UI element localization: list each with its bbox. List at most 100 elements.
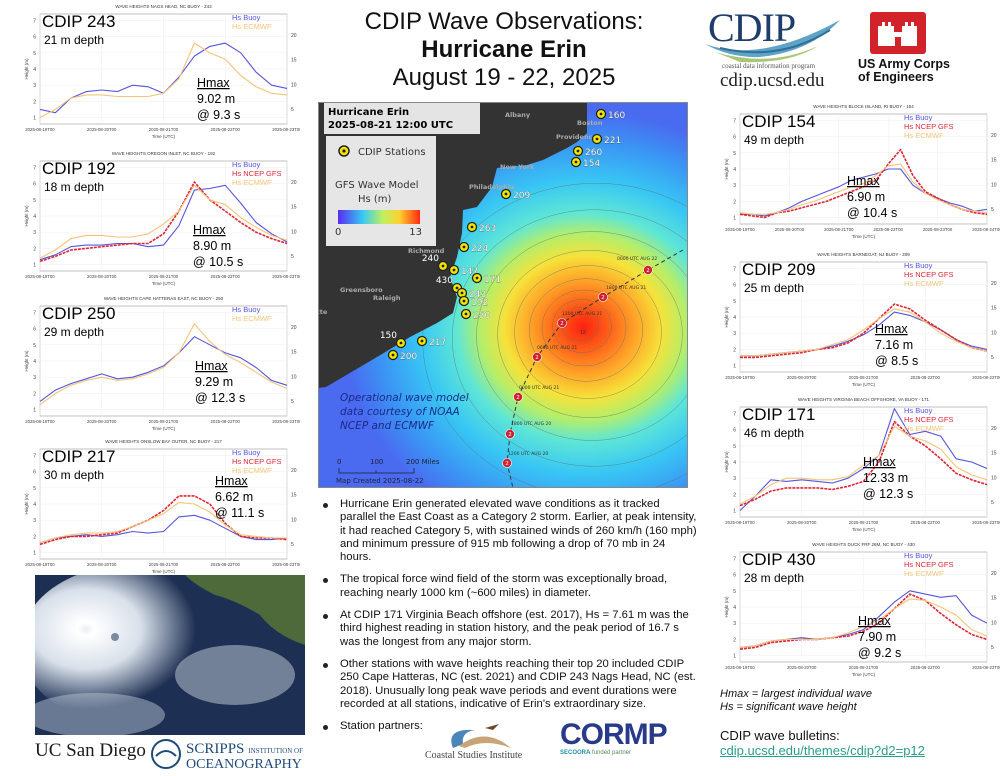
scripps-name: SCRIPPS INSTITUTION OF OCEANOGRAPHY (186, 740, 303, 776)
hmax-label: Hmax (193, 223, 226, 237)
x-tick-label: 2025-08-21T00 (149, 562, 179, 567)
cdip-wordmark: CDIP (708, 5, 796, 50)
y-tick-label: 1 (33, 263, 36, 269)
y-tick-label: 6 (33, 470, 36, 476)
station-marker-150[interactable]: 150 (380, 331, 407, 349)
y-right-tick-label: 5 (291, 254, 294, 260)
y-tick-label: 1 (33, 116, 36, 122)
station-marker-250[interactable]: 250 (460, 308, 491, 322)
track-time-label: 0000 UTC AUG 21 (519, 385, 559, 391)
legend-entry: Hs ECMWF (232, 22, 272, 31)
x-tick-label: 2025-08-20T00 (87, 274, 117, 279)
y-tick-label: 2 (33, 99, 36, 105)
x-tick-label: 2025-08-22T00 (911, 665, 941, 670)
wave-contour (529, 278, 643, 382)
y-right-tick-label: 10 (291, 517, 297, 523)
chart-title: WAVE HEIGHTS NAGS HEAD, NC BUOY - 243 (115, 4, 212, 9)
cdip-tagline: coastal data information program (722, 62, 816, 70)
x-tick-label: 2025-08-23T00 (923, 227, 953, 232)
track-time-label: 0000 UTC AUG 22 (617, 256, 657, 262)
x-tick-label: 2025-08-20T00 (787, 375, 817, 380)
y-tick-label: 2 (733, 199, 736, 205)
colorbar-min: 0 (335, 227, 341, 238)
bulletins-link[interactable]: cdip.ucsd.edu/themes/cdip?d2=p12 (720, 743, 925, 758)
city-label: New York (500, 163, 535, 171)
station-label: CDIP 217 (42, 447, 115, 466)
cdip-url: cdip.ucsd.edu (720, 70, 825, 91)
y-tick-label: 2 (733, 637, 736, 643)
y-tick-label: 1 (733, 654, 736, 660)
x-tick-label: 2025-08-21T00 (849, 520, 879, 525)
hmax-period: @ 12.3 s (863, 487, 913, 501)
y-tick-label: 3 (33, 83, 36, 89)
station-label: CDIP 171 (742, 405, 815, 424)
y-right-tick-label: 20 (291, 33, 297, 39)
legend-entry: Hs ECMWF (232, 466, 272, 475)
hmax-definition: Hmax = largest individual wave (720, 688, 872, 700)
station-marker-154[interactable]: 154 (570, 156, 601, 170)
station-id-label: 250 (473, 311, 490, 321)
y-tick-label: 2 (733, 492, 736, 498)
station-marker-192[interactable]: 192 (458, 295, 489, 309)
x-tick-label: 2025-08-22T00 (211, 274, 241, 279)
series-line-hs-buoy (39, 184, 288, 261)
y-right-tick-label: 5 (291, 399, 294, 405)
series-line-hs-ecmwf (739, 163, 988, 215)
y-right-tick-label: 20 (991, 571, 997, 577)
station-marker-224[interactable]: 224 (458, 241, 489, 255)
hurricane-position-icon (557, 318, 567, 328)
station-id-label: 217 (429, 338, 446, 348)
wave-height-chart: WAVE HEIGHTS OREGON INLET, NC BUOY - 192… (24, 151, 300, 286)
y-axis-label: Height (m) (24, 350, 29, 372)
wave-height-chart: WAVE HEIGHTS BARNEGAT, NJ BUOY - 209 1 2 3 4… (724, 252, 1000, 387)
x-tick-label: 2025-08-23T00 (972, 665, 1000, 670)
legend-entry: Hs Buoy (904, 113, 933, 122)
hs-definition: Hs = significant wave height (720, 701, 857, 713)
station-marker-217[interactable]: 217 (416, 335, 447, 349)
y-tick-label: 5 (33, 198, 36, 204)
x-tick-label: 2025-08-23T00 (972, 520, 1000, 525)
legend-entry: Hs Buoy (232, 305, 261, 314)
station-marker-171[interactable]: 171 (471, 272, 502, 286)
y-tick-label: 3 (33, 230, 36, 236)
legend-entry: Hs Buoy (904, 406, 933, 415)
station-label: CDIP 243 (42, 12, 115, 31)
chart-cdip-209: WAVE HEIGHTS BARNEGAT, NJ BUOY - 209 1 2 3 4… (700, 248, 1000, 393)
data-credit: Operational wave model data courtesy of … (340, 392, 469, 432)
station-marker-221[interactable]: 221 (591, 133, 622, 147)
station-marker-160[interactable]: 160 (595, 108, 626, 122)
legend-entry: Hs Buoy (904, 551, 933, 560)
station-marker-240[interactable]: 240 (422, 254, 449, 272)
station-id-label: 147 (461, 267, 478, 277)
y-tick-label: 7 (33, 165, 36, 171)
wave-contour (541, 289, 627, 367)
y-tick-label: 3 (733, 331, 736, 337)
x-tick-label: 2025-08-22T00 (874, 227, 904, 232)
station-marker-260[interactable]: 260 (572, 145, 603, 159)
y-right-tick-label: 15 (991, 306, 997, 312)
hmax-label: Hmax (215, 474, 248, 488)
station-id-label: 209 (513, 191, 530, 201)
legend-entry: Hs NCEP GFS (904, 122, 953, 131)
usace-line-2: of Engineers (858, 70, 934, 84)
x-tick-label: 2025-08-20T00 (787, 665, 817, 670)
y-tick-label: 6 (733, 573, 736, 579)
station-marker-147[interactable]: 147 (448, 264, 479, 278)
y-tick-label: 4 (733, 315, 736, 321)
scale-label: 200 Miles (406, 458, 440, 466)
x-tick-label: 2025-08-24T00 (972, 227, 1000, 232)
station-marker-209[interactable]: 209 (500, 188, 531, 202)
station-marker-200[interactable]: 200 (387, 349, 418, 363)
hmax-value: 6.90 m (847, 190, 885, 204)
station-marker-263[interactable]: 263 (466, 221, 497, 235)
city-label: Albany (505, 111, 531, 119)
y-axis-label: Height (m) (724, 596, 729, 618)
summary-bullets: Hurricane Erin generated elevated wave c… (318, 498, 698, 742)
hmax-period: @ 9.3 s (197, 108, 240, 122)
legend-entry: Hs NCEP GFS (904, 270, 953, 279)
bullet-item: Station partners: (318, 720, 698, 733)
legend-entry: Hs ECMWF (904, 131, 944, 140)
x-tick-label: 2025-08-22T00 (911, 375, 941, 380)
x-tick-label: 2025-08-21T00 (149, 274, 179, 279)
y-tick-label: 7 (733, 411, 736, 417)
